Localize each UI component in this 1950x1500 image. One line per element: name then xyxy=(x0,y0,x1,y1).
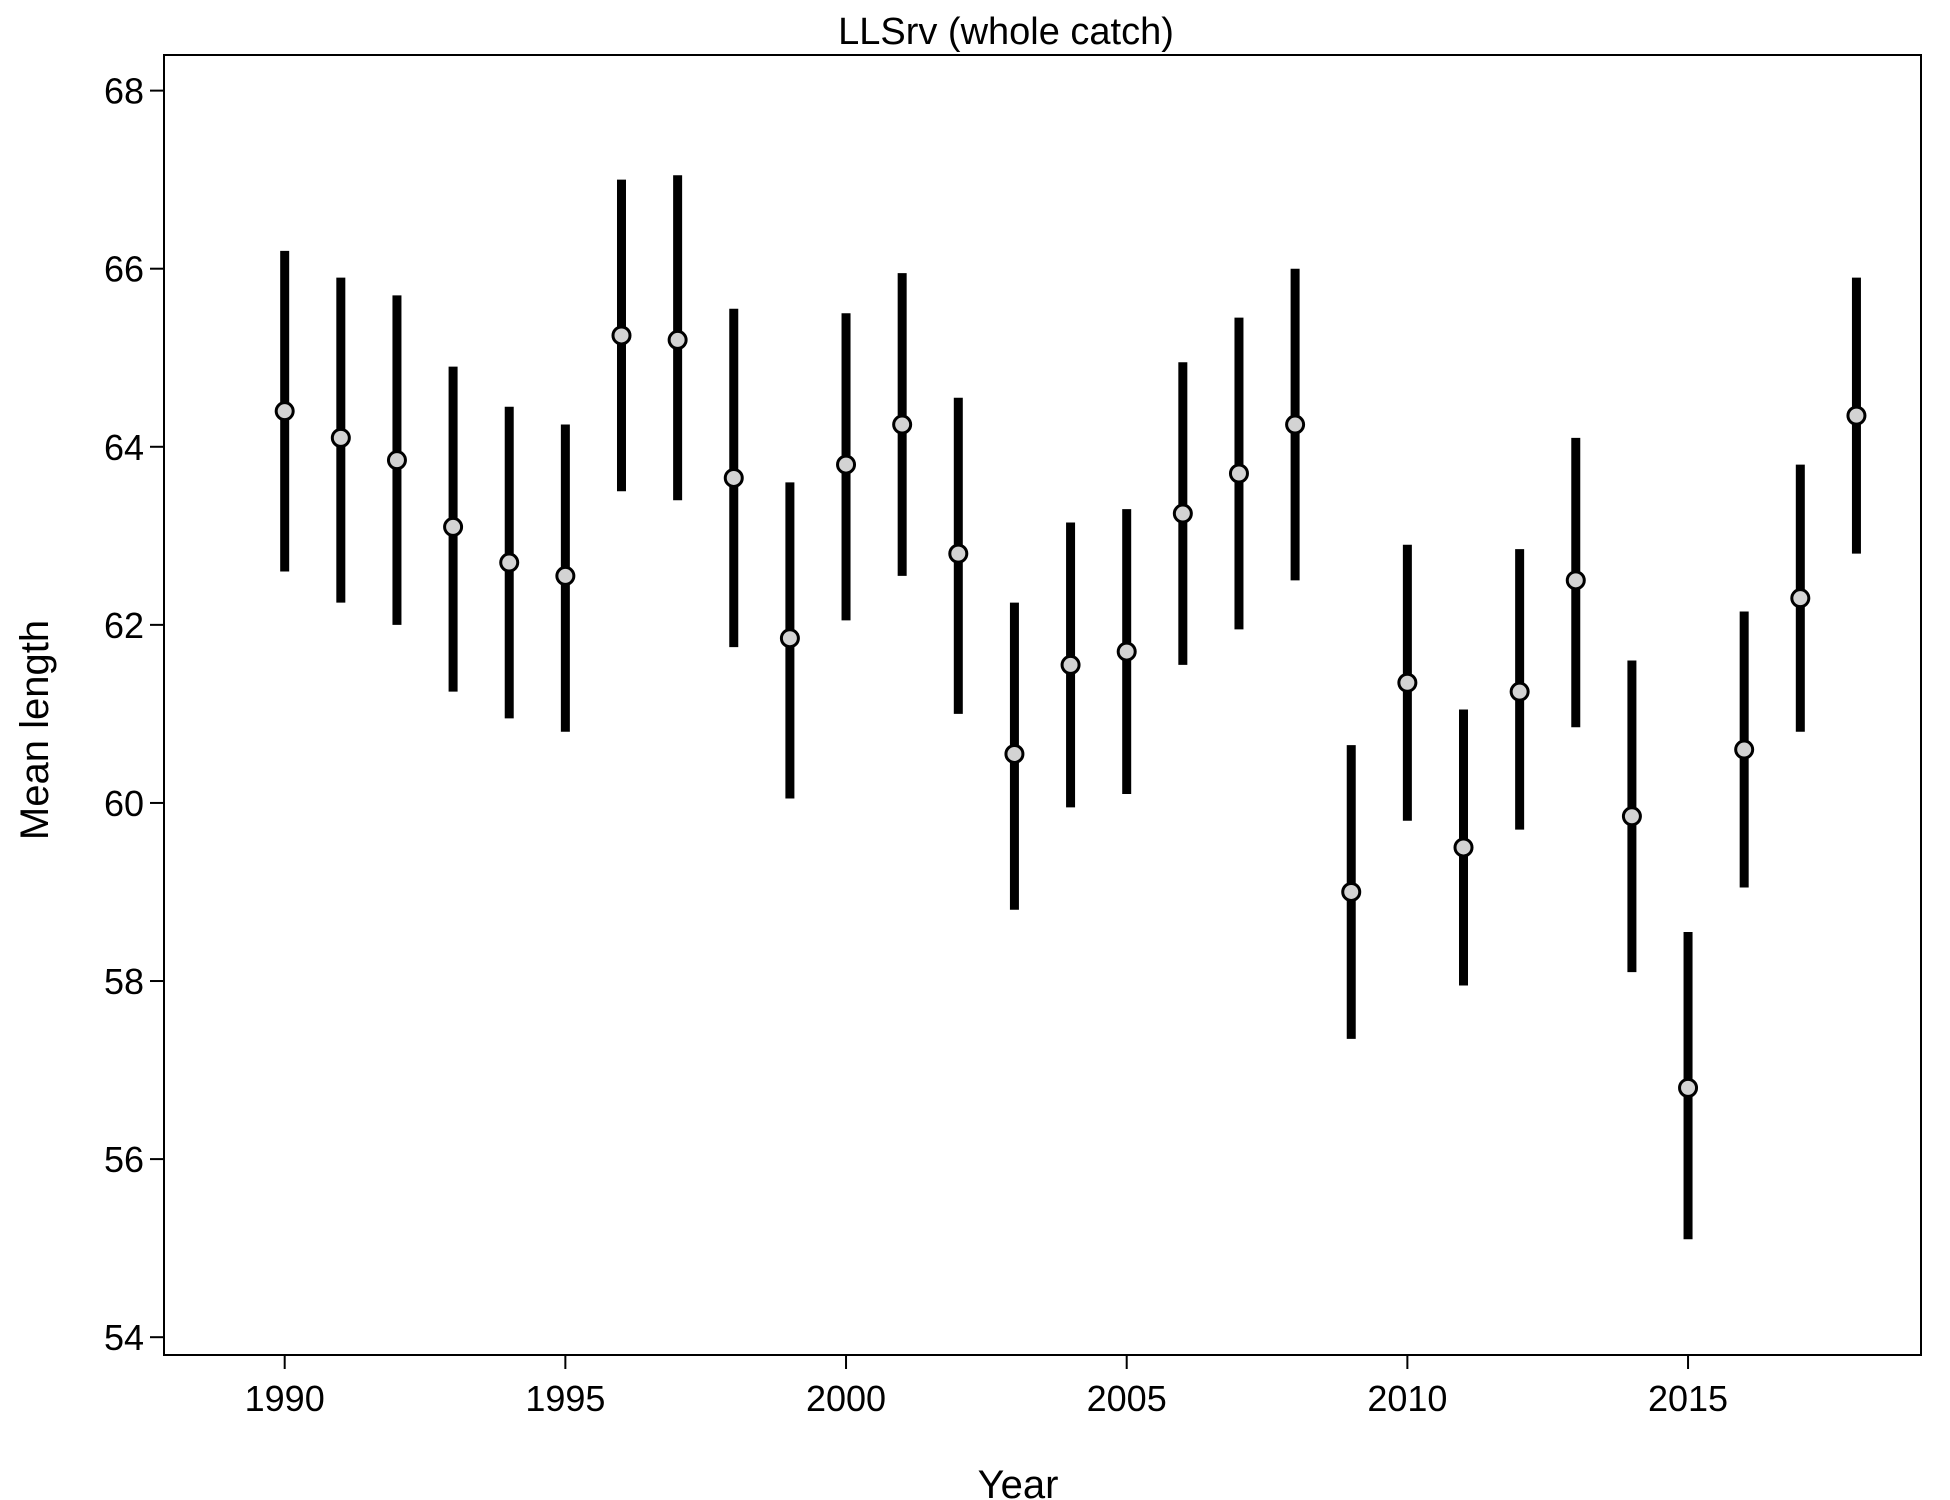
x-tick-label: 2000 xyxy=(806,1378,886,1419)
data-point xyxy=(1678,1077,1699,1098)
data-point xyxy=(555,565,576,586)
plot-frame xyxy=(163,54,1922,1356)
x-tick-label: 2010 xyxy=(1367,1378,1447,1419)
data-point xyxy=(274,401,295,422)
x-tick-label: 2005 xyxy=(1087,1378,1167,1419)
data-point xyxy=(386,450,407,471)
x-tick-label: 1995 xyxy=(525,1378,605,1419)
data-point xyxy=(1565,570,1586,591)
y-axis: 54 56 58 60 62 64 66 68 xyxy=(104,71,164,1358)
data-point xyxy=(836,454,857,475)
data-point xyxy=(1172,503,1193,524)
y-tick-label: 62 xyxy=(104,605,144,646)
data-point xyxy=(1790,588,1811,609)
data-point xyxy=(1621,806,1642,827)
data-point xyxy=(1453,837,1474,858)
data-point xyxy=(443,516,464,537)
data-point xyxy=(723,467,744,488)
data-point xyxy=(1285,414,1306,435)
data-point xyxy=(1846,405,1867,426)
x-tick-label: 2015 xyxy=(1648,1378,1728,1419)
data-point xyxy=(1397,672,1418,693)
y-tick-label: 58 xyxy=(104,961,144,1002)
chart-title: LLSrv (whole catch) xyxy=(838,11,1174,53)
y-tick-label: 54 xyxy=(104,1317,144,1358)
x-axis-label: Year xyxy=(978,1463,1059,1500)
data-series xyxy=(274,175,1867,1240)
data-point xyxy=(948,543,969,564)
data-point xyxy=(667,329,688,350)
data-point xyxy=(779,628,800,649)
y-tick-label: 66 xyxy=(104,249,144,290)
data-point xyxy=(1060,654,1081,675)
y-tick-label: 64 xyxy=(104,427,144,468)
data-point xyxy=(892,414,913,435)
y-tick-label: 60 xyxy=(104,783,144,824)
data-point xyxy=(611,325,632,346)
y-axis-label: Mean length xyxy=(13,620,57,840)
data-point xyxy=(1509,681,1530,702)
y-tick-label: 68 xyxy=(104,71,144,112)
data-point xyxy=(1341,881,1362,902)
data-point xyxy=(1116,641,1137,662)
data-point xyxy=(1004,743,1025,764)
data-point xyxy=(1734,739,1755,760)
data-point xyxy=(499,552,520,573)
x-tick-label: 1990 xyxy=(245,1378,325,1419)
data-point xyxy=(1228,463,1249,484)
x-axis: 1990 1995 2000 2005 2010 2015 xyxy=(245,1355,1728,1419)
data-point xyxy=(330,427,351,448)
y-tick-label: 56 xyxy=(104,1139,144,1180)
